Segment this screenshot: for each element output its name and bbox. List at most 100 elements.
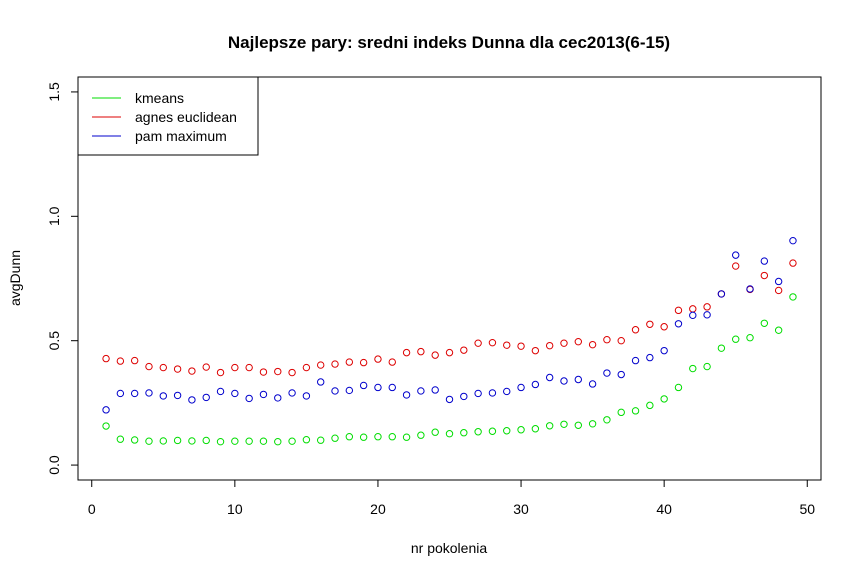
series-pam-maximum — [102, 236, 797, 414]
data-point — [760, 271, 769, 280]
data-point — [732, 251, 740, 259]
data-point — [431, 351, 439, 359]
data-point — [130, 436, 139, 444]
data-point — [231, 389, 239, 398]
data-point — [503, 341, 511, 349]
data-point — [717, 290, 726, 298]
data-point — [574, 421, 582, 429]
data-point — [202, 363, 210, 371]
data-point — [288, 437, 296, 445]
data-point — [746, 285, 754, 293]
data-point — [345, 386, 354, 395]
x-tick-label: 40 — [656, 501, 672, 517]
data-point — [216, 387, 225, 396]
data-point — [517, 426, 525, 434]
data-point — [689, 311, 697, 320]
data-point — [660, 395, 668, 403]
data-point — [460, 429, 468, 437]
y-tick-label: 1.0 — [46, 206, 62, 226]
data-point — [603, 369, 611, 377]
data-point — [674, 383, 683, 392]
data-point — [130, 389, 139, 398]
data-point — [417, 387, 425, 395]
data-point — [789, 236, 797, 245]
data-point — [631, 407, 640, 415]
data-point — [374, 383, 382, 392]
y-tick-label: 0.5 — [46, 331, 62, 351]
y-axis: 0.0 0.5 1.0 1.5 — [46, 82, 79, 475]
data-point — [789, 259, 797, 267]
data-point — [674, 306, 683, 315]
data-point — [488, 427, 497, 435]
data-point — [259, 390, 268, 399]
data-point — [259, 368, 268, 376]
data-point — [474, 389, 482, 398]
data-point — [531, 380, 540, 389]
data-point — [746, 334, 754, 342]
data-point — [560, 420, 568, 428]
data-point — [130, 356, 139, 365]
data-point — [588, 340, 597, 349]
x-tick-label: 0 — [88, 501, 96, 517]
data-point — [760, 319, 769, 327]
chart-title: Najlepsze pary: sredni indeks Dunna dla … — [228, 33, 670, 52]
data-point — [660, 346, 668, 355]
data-point — [531, 425, 540, 433]
data-point — [488, 338, 497, 347]
data-point — [145, 437, 153, 445]
data-point — [317, 361, 325, 369]
data-point — [689, 305, 697, 313]
data-point — [588, 420, 597, 428]
data-point — [789, 293, 797, 301]
y-axis-label: avgDunn — [7, 250, 23, 306]
data-point — [560, 339, 568, 347]
x-tick-label: 20 — [370, 501, 386, 517]
data-point — [760, 257, 769, 265]
legend-box — [77, 76, 259, 156]
data-point — [646, 353, 654, 362]
data-point — [359, 358, 368, 367]
data-point — [159, 363, 167, 372]
data-point — [774, 286, 783, 295]
data-point — [617, 370, 625, 379]
data-point — [331, 434, 339, 442]
data-point — [474, 428, 482, 436]
data-point — [102, 354, 110, 363]
data-point — [345, 433, 354, 441]
data-point — [402, 433, 411, 441]
data-point — [603, 335, 611, 344]
data-point — [188, 437, 196, 445]
data-point — [359, 433, 368, 441]
data-point — [173, 365, 182, 373]
data-point — [388, 383, 396, 392]
data-point — [302, 436, 311, 444]
data-point — [617, 336, 625, 345]
legend: kmeans agnes euclidean pam maximum — [77, 76, 259, 156]
data-point — [703, 303, 711, 311]
data-point — [245, 437, 253, 445]
data-point — [774, 277, 783, 286]
data-point — [503, 427, 511, 435]
x-axis-label: nr pokolenia — [411, 540, 487, 556]
data-point — [545, 341, 554, 350]
data-point — [631, 356, 640, 365]
y-tick-label: 0.0 — [46, 455, 62, 475]
data-point — [331, 387, 339, 395]
data-point — [646, 320, 654, 328]
data-point — [102, 406, 110, 414]
data-point — [703, 362, 711, 371]
legend-label: agnes euclidean — [135, 109, 237, 125]
data-point — [159, 437, 167, 445]
data-point — [374, 433, 382, 441]
data-point — [173, 391, 182, 400]
data-point — [560, 377, 568, 385]
data-point — [574, 375, 582, 384]
data-point — [431, 386, 439, 394]
data-point — [202, 393, 210, 402]
data-point — [359, 381, 368, 390]
data-point — [503, 387, 511, 396]
data-point — [317, 436, 325, 444]
data-point — [274, 367, 282, 376]
data-point — [259, 437, 268, 445]
